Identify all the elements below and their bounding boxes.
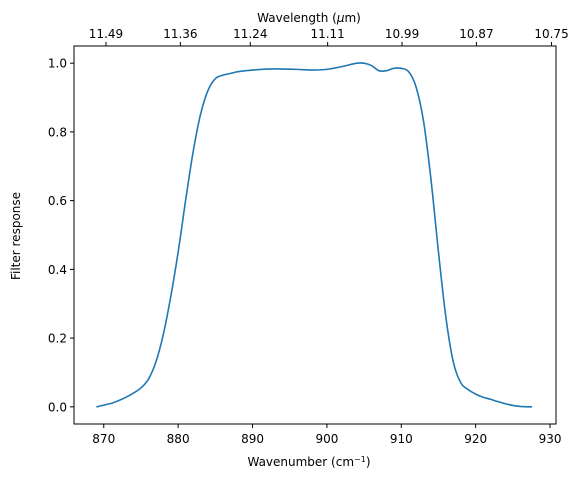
y-tick-label: 0.2 xyxy=(48,332,67,346)
y-tick-label: 1.0 xyxy=(48,57,67,71)
plot-frame xyxy=(73,45,557,425)
y-tick-label: 0.4 xyxy=(48,263,67,277)
filter-response-line xyxy=(96,62,533,408)
x-tick-label: 880 xyxy=(167,432,190,446)
x-tick-label: 930 xyxy=(539,432,562,446)
top-x-tick-label: 11.24 xyxy=(233,27,267,41)
x-tick-label: 900 xyxy=(315,432,338,446)
top-x-tick-label: 11.36 xyxy=(163,27,197,41)
x-axis-label-superscript: −1 xyxy=(354,455,366,464)
tick-layer: 870 880 890 900 910 920 930 0.0 0.2 0.4 0.6 0.8 1.0 1… xyxy=(48,27,569,446)
plot-area xyxy=(73,45,557,425)
top-x-axis-label-mu: μ xyxy=(336,11,345,25)
top-x-tick-label: 10.75 xyxy=(534,27,568,41)
y-tick-label: 0.6 xyxy=(48,194,67,208)
top-x-axis-label: Wavelength (μm) xyxy=(257,11,361,25)
y-axis-label: Filter response xyxy=(9,192,23,280)
y-tick-label: 0.8 xyxy=(48,125,67,139)
y-tick-label: 0.0 xyxy=(48,400,67,414)
top-x-tick-label: 11.11 xyxy=(310,27,344,41)
x-tick-label: 890 xyxy=(241,432,264,446)
x-axis-label: Wavenumber (cm−1) xyxy=(247,455,370,470)
x-tick-label: 920 xyxy=(464,432,487,446)
x-tick-label: 870 xyxy=(92,432,115,446)
top-x-tick-label: 10.87 xyxy=(459,27,493,41)
x-tick-label: 910 xyxy=(390,432,413,446)
top-x-tick-label: 11.49 xyxy=(89,27,123,41)
series-layer xyxy=(96,62,533,408)
top-x-tick-label: 10.99 xyxy=(385,27,419,41)
